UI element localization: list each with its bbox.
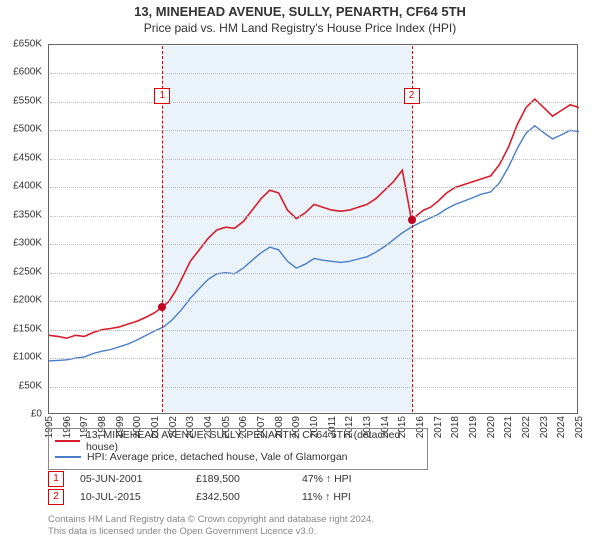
plot-area: 12 xyxy=(48,44,578,414)
transaction-pct: 11% ↑ HPI xyxy=(302,491,392,503)
x-tick-label: 2020 xyxy=(486,416,497,438)
transaction-marker: 1 xyxy=(48,471,64,487)
x-tick-label: 2021 xyxy=(503,416,514,438)
price-point-dot xyxy=(158,303,166,311)
transaction-row: 1 05-JUN-2001 £189,500 47% ↑ HPI xyxy=(48,470,568,488)
y-tick-label: £100K xyxy=(0,352,42,363)
y-tick-label: £650K xyxy=(0,39,42,50)
legend-item: 13, MINEHEAD AVENUE, SULLY, PENARTH, CF6… xyxy=(55,433,421,449)
gridline xyxy=(50,330,576,331)
y-tick-label: £500K xyxy=(0,124,42,135)
gridline xyxy=(50,244,576,245)
y-tick-label: £550K xyxy=(0,95,42,106)
line-layer xyxy=(49,45,579,415)
y-tick-label: £150K xyxy=(0,323,42,334)
transaction-marker: 2 xyxy=(48,489,64,505)
y-tick-label: £250K xyxy=(0,266,42,277)
transaction-row: 2 10-JUL-2015 £342,500 11% ↑ HPI xyxy=(48,488,568,506)
gridline xyxy=(50,130,576,131)
footnote-line: Contains HM Land Registry data © Crown c… xyxy=(48,514,578,526)
gridline xyxy=(50,187,576,188)
y-tick-label: £300K xyxy=(0,238,42,249)
x-tick-label: 2025 xyxy=(574,416,585,438)
x-tick-label: 2017 xyxy=(433,416,444,438)
legend-swatch xyxy=(55,440,80,442)
y-tick-label: £350K xyxy=(0,209,42,220)
event-marker-label: 1 xyxy=(154,88,170,104)
x-tick-label: 2019 xyxy=(468,416,479,438)
transaction-date: 05-JUN-2001 xyxy=(80,473,180,485)
page: 13, MINEHEAD AVENUE, SULLY, PENARTH, CF6… xyxy=(0,0,600,560)
address-title: 13, MINEHEAD AVENUE, SULLY, PENARTH, CF6… xyxy=(0,4,600,19)
gridline xyxy=(50,216,576,217)
y-tick-label: £600K xyxy=(0,67,42,78)
gridline xyxy=(50,73,576,74)
transaction-price: £189,500 xyxy=(196,473,286,485)
legend-swatch xyxy=(55,456,81,458)
gridline xyxy=(50,301,576,302)
x-tick-label: 2024 xyxy=(556,416,567,438)
title-block: 13, MINEHEAD AVENUE, SULLY, PENARTH, CF6… xyxy=(0,0,600,35)
transaction-pct: 47% ↑ HPI xyxy=(302,473,392,485)
gridline xyxy=(50,273,576,274)
event-marker-label: 2 xyxy=(404,88,420,104)
subtitle: Price paid vs. HM Land Registry's House … xyxy=(0,21,600,35)
y-tick-label: £0 xyxy=(0,409,42,420)
legend-label: 13, MINEHEAD AVENUE, SULLY, PENARTH, CF6… xyxy=(86,429,421,453)
y-tick-label: £450K xyxy=(0,152,42,163)
y-tick-label: £200K xyxy=(0,295,42,306)
footnote-line: This data is licensed under the Open Gov… xyxy=(48,526,578,538)
gridline xyxy=(50,358,576,359)
price-point-dot xyxy=(408,216,416,224)
legend-label: HPI: Average price, detached house, Vale… xyxy=(87,451,348,463)
gridline xyxy=(50,102,576,103)
footnote: Contains HM Land Registry data © Crown c… xyxy=(48,514,578,539)
x-tick-label: 2022 xyxy=(521,416,532,438)
transaction-date: 10-JUL-2015 xyxy=(80,491,180,503)
x-tick-label: 2018 xyxy=(450,416,461,438)
transaction-price: £342,500 xyxy=(196,491,286,503)
gridline xyxy=(50,159,576,160)
legend: 13, MINEHEAD AVENUE, SULLY, PENARTH, CF6… xyxy=(48,428,428,470)
y-tick-label: £50K xyxy=(0,380,42,391)
chart: 12 £0£50K£100K£150K£200K£250K£300K£350K£… xyxy=(48,44,578,414)
series-line xyxy=(49,99,579,338)
gridline xyxy=(50,387,576,388)
transactions-table: 1 05-JUN-2001 £189,500 47% ↑ HPI 2 10-JU… xyxy=(48,470,568,506)
x-tick-label: 2023 xyxy=(539,416,550,438)
y-tick-label: £400K xyxy=(0,181,42,192)
